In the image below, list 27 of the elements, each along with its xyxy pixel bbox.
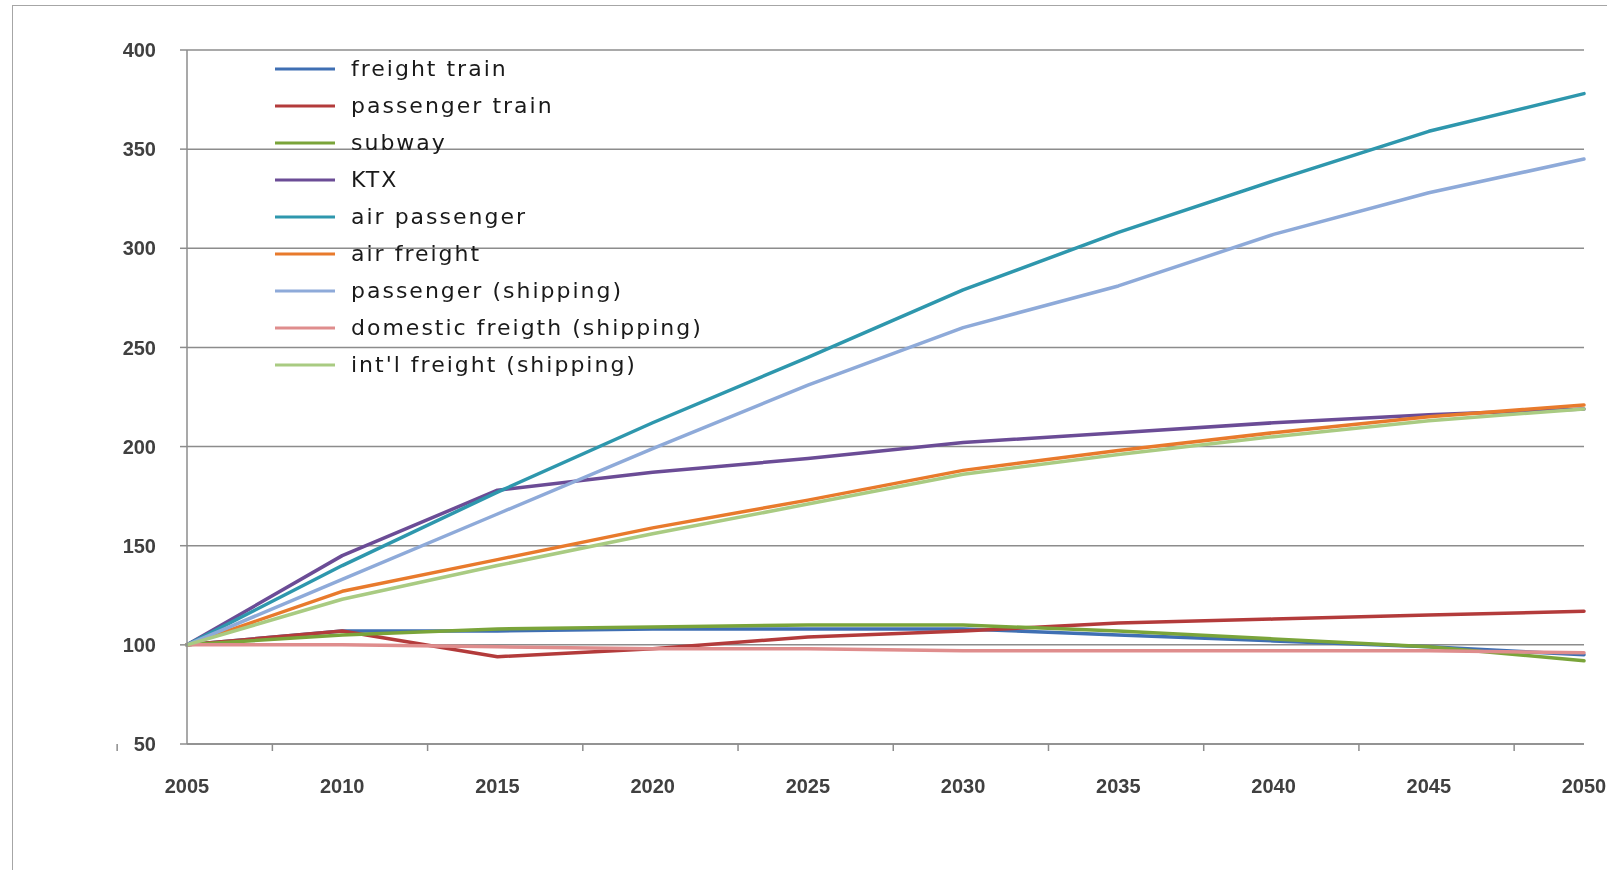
legend-label: passenger (shipping) bbox=[351, 278, 624, 303]
y-tick-label: 350 bbox=[122, 138, 156, 161]
x-tick-label: 2045 bbox=[1406, 775, 1452, 797]
legend-label: domestic freigth (shipping) bbox=[351, 315, 703, 340]
y-tick-label: 100 bbox=[122, 633, 156, 656]
x-tick-label: 2005 bbox=[164, 775, 210, 797]
x-tick-label: 2035 bbox=[1096, 775, 1141, 797]
x-tick-label: 2020 bbox=[630, 775, 675, 797]
y-tick-label: 50 bbox=[133, 733, 156, 756]
legend-label: freight train bbox=[351, 56, 508, 81]
legend-label: air freight bbox=[351, 241, 482, 266]
legend-label: passenger train bbox=[351, 93, 554, 118]
x-tick-label: 2025 bbox=[785, 775, 831, 797]
legend-label: subway bbox=[351, 130, 447, 155]
y-tick-label: 250 bbox=[122, 336, 156, 359]
y-tick-label: 200 bbox=[122, 435, 156, 458]
x-tick-label: 2050 bbox=[1561, 775, 1607, 797]
y-tick-label: 400 bbox=[122, 39, 156, 62]
x-tick-label: 2010 bbox=[319, 775, 365, 797]
legend-label: air passenger bbox=[351, 204, 528, 229]
y-tick-label: 300 bbox=[122, 237, 156, 260]
x-tick-label: 2030 bbox=[940, 775, 986, 797]
x-tick-label: 2015 bbox=[475, 775, 520, 797]
legend-label: KTX bbox=[351, 167, 399, 192]
legend-label: int'l freight (shipping) bbox=[351, 352, 637, 377]
y-tick-label: 150 bbox=[122, 534, 156, 557]
x-tick-label: 2040 bbox=[1251, 775, 1296, 797]
